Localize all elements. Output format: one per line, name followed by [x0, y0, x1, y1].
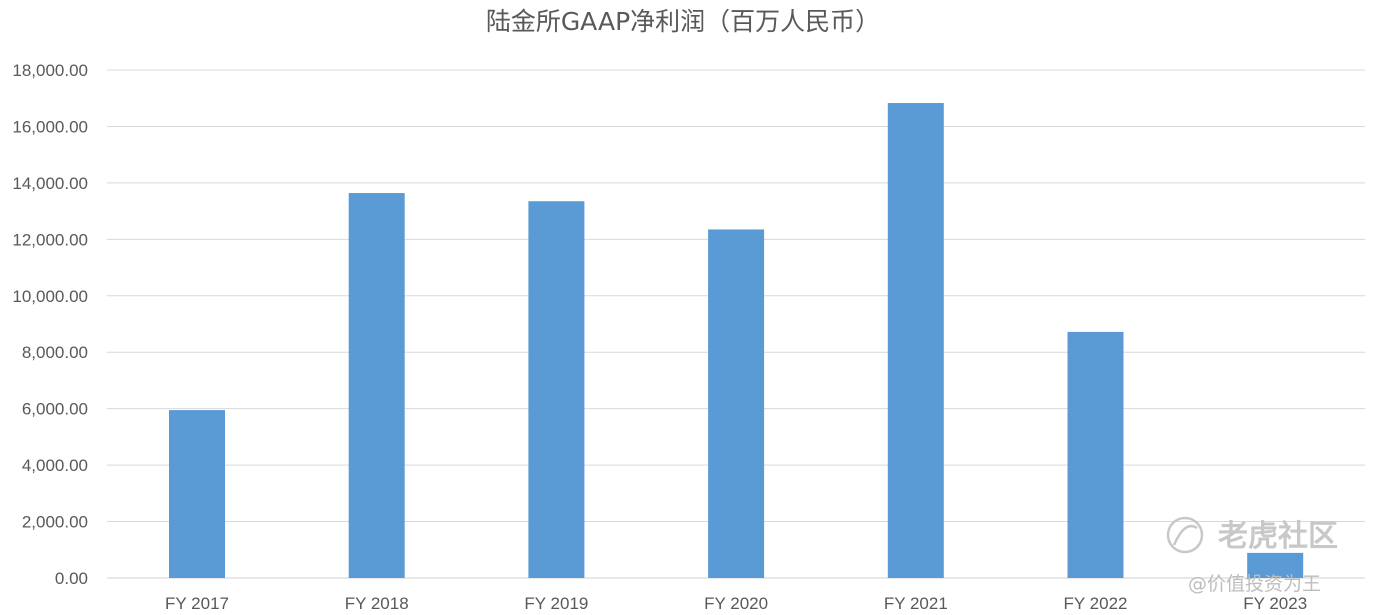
bar-fy-2020: [708, 229, 765, 578]
x-tick-label: FY 2018: [345, 594, 409, 613]
bar-fy-2017: [169, 410, 225, 578]
watermark-logo-text: 老虎社区: [1218, 519, 1338, 554]
bars: [169, 103, 1304, 579]
y-tick-label: 6,000.00: [22, 400, 88, 419]
y-tick-label: 8,000.00: [22, 343, 88, 362]
tiger-logo-icon: [1166, 516, 1204, 554]
watermark-user-text: @价值投资为王: [1188, 573, 1321, 595]
y-tick-label: 4,000.00: [22, 456, 88, 475]
y-tick-label: 14,000.00: [12, 174, 88, 193]
y-axis-ticks: 0.00 2,000.00 4,000.00 6,000.00 8,000.00 10,0…: [12, 61, 88, 588]
chart-title: 陆金所GAAP净利润（百万人民币）: [486, 7, 880, 36]
watermark: 老虎社区 @价值投资为王: [1166, 516, 1338, 595]
bar-fy-2021: [887, 103, 944, 579]
x-tick-label: FY 2023: [1243, 594, 1307, 613]
y-tick-label: 18,000.00: [12, 61, 88, 80]
x-tick-label: FY 2022: [1064, 594, 1128, 613]
x-axis-ticks: FY 2017 FY 2018 FY 2019 FY 2020 FY 2021 FY 20…: [165, 594, 1307, 613]
x-tick-label: FY 2017: [165, 594, 229, 613]
bar-fy-2023: [1247, 552, 1304, 578]
bar-fy-2019: [528, 201, 585, 578]
x-tick-label: FY 2021: [884, 594, 948, 613]
y-tick-label: 0.00: [55, 569, 88, 588]
y-tick-label: 16,000.00: [12, 117, 88, 136]
x-tick-label: FY 2019: [524, 594, 588, 613]
y-tick-label: 10,000.00: [12, 287, 88, 306]
x-tick-label: FY 2020: [704, 594, 768, 613]
bar-fy-2022: [1067, 331, 1124, 578]
y-tick-label: 12,000.00: [12, 230, 88, 249]
bar-fy-2018: [348, 193, 405, 578]
y-tick-label: 2,000.00: [22, 513, 88, 532]
